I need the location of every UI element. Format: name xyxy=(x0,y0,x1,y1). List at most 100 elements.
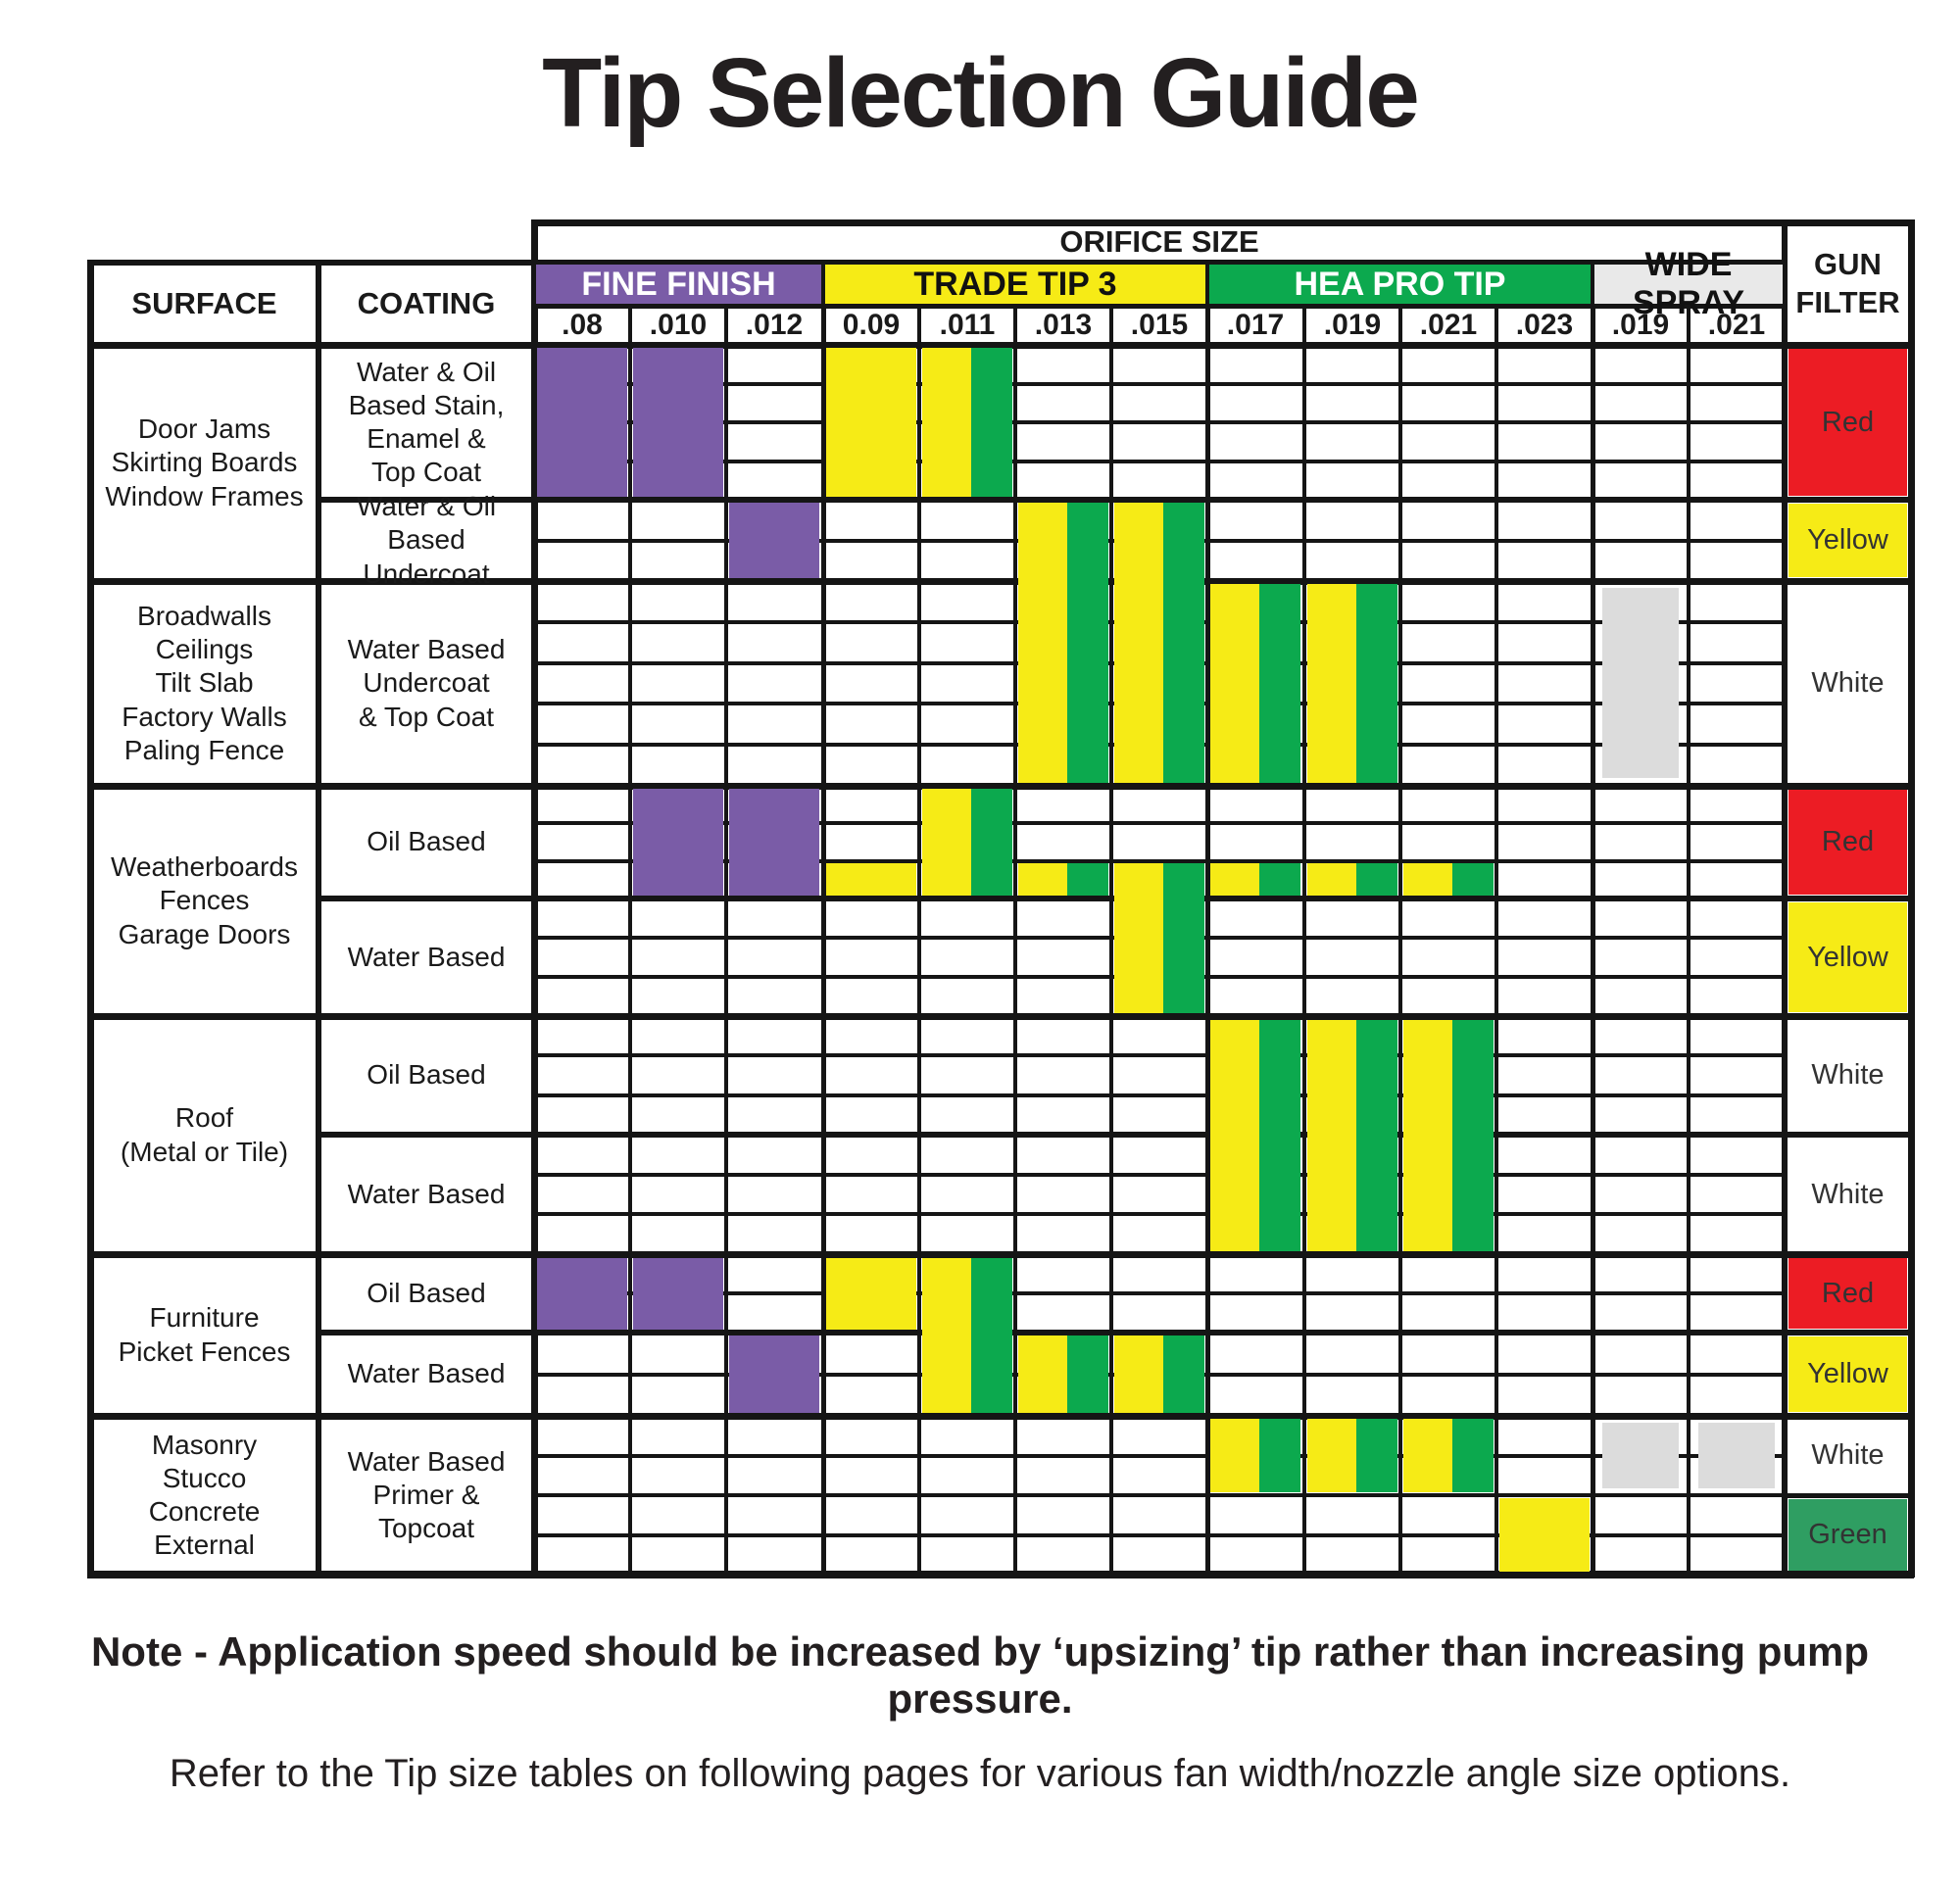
grid-vline xyxy=(316,260,321,1578)
tip-block-pair-yellow xyxy=(1403,1020,1452,1251)
surface-label-line: Picket Fences xyxy=(118,1336,291,1367)
grid-vline xyxy=(1590,260,1595,1578)
tip-block-gray xyxy=(1698,1423,1775,1488)
tip-block-pair-yellow xyxy=(1210,1419,1259,1492)
footer-note: Note - Application speed should be incre… xyxy=(90,1628,1870,1722)
tip-block-pair-green xyxy=(1067,863,1108,896)
grid-vline xyxy=(1302,303,1306,1578)
surface-label-line: Factory Walls xyxy=(122,701,287,732)
gun-filter-cell-yellow: Yellow xyxy=(1788,902,1907,1012)
tip-block-pair-green xyxy=(1259,1020,1300,1251)
gun-filter-cell-white: White xyxy=(1788,1020,1907,1131)
header-size-.015: .015 xyxy=(1130,309,1189,341)
surface-group-weatherboards: Weatherboards Fences Garage Doors xyxy=(96,790,313,1012)
surface-label-line: (Metal or Tile) xyxy=(120,1136,289,1167)
header-size-.019: .019 xyxy=(1323,309,1382,341)
coating-label-line: Based Undercoat xyxy=(363,524,490,589)
grid-hline xyxy=(316,497,1914,503)
surface-label-line: Stucco xyxy=(162,1462,247,1493)
coating-label-9: Water Based Primer & Topcoat xyxy=(324,1420,528,1571)
tip-block-gray xyxy=(1602,588,1679,778)
coating-label-8: Water Based xyxy=(324,1336,528,1412)
grid-hline xyxy=(87,1571,1914,1578)
tip-block-pair-yellow xyxy=(1307,863,1356,896)
header-gun-filter-line: FILTER xyxy=(1795,284,1900,319)
tip-block-pair-green xyxy=(1356,863,1397,896)
tip-block-pair-green xyxy=(1163,1336,1204,1413)
tip-block-pair-green xyxy=(1259,584,1300,783)
coating-label-6: Water Based xyxy=(324,1139,528,1250)
grid-hline xyxy=(87,341,1914,349)
footer-refer: Refer to the Tip size tables on followin… xyxy=(169,1752,1791,1795)
tip-block-purple xyxy=(729,789,819,896)
surface-label-line: Door Jams xyxy=(137,413,271,445)
coating-label-5: Oil Based xyxy=(324,1020,528,1131)
coating-label-line: Oil Based xyxy=(367,826,486,857)
tip-block-purple xyxy=(537,1258,627,1330)
tip-block-pair-yellow xyxy=(922,789,971,896)
tip-block-pair-yellow xyxy=(1018,863,1067,896)
header-group-fine-finish: FINE FINISH xyxy=(536,265,821,304)
coating-label-line: Oil Based xyxy=(367,1059,486,1091)
coating-label-line: Water Based xyxy=(347,634,506,665)
coating-label-line: Water Based xyxy=(347,1445,506,1477)
coating-label-line: Water Based xyxy=(347,1358,506,1389)
coating-label-2: Water Based Undercoat & Top Coat xyxy=(324,585,528,782)
grid-vline xyxy=(1494,303,1498,1578)
coating-label-line: Oil Based xyxy=(367,1277,486,1308)
header-size-.017: .017 xyxy=(1226,309,1285,341)
header-size-.013: .013 xyxy=(1034,309,1093,341)
grid-hline xyxy=(531,1053,1788,1057)
tip-block-pair-yellow xyxy=(1210,584,1259,783)
grid-hline xyxy=(87,782,1914,790)
grid-hline xyxy=(531,821,1788,825)
tip-block-pair-green xyxy=(1067,1336,1108,1413)
header-group-hea-pro-tip: HEA PRO TIP xyxy=(1209,265,1591,304)
surface-group-door-jams: Door Jams Skirting Boards Window Frames xyxy=(96,349,313,577)
grid-hline xyxy=(531,1291,1788,1295)
tip-block-pair-green xyxy=(1163,863,1204,1013)
surface-label-line: Furniture xyxy=(149,1302,260,1334)
gun-filter-cell-yellow: Yellow xyxy=(1788,504,1907,577)
tip-block-pair-yellow xyxy=(1307,584,1356,783)
grid-hline xyxy=(87,1250,1914,1258)
grid-hline xyxy=(87,1012,1914,1020)
header-size-.012: .012 xyxy=(745,309,804,341)
grid-hline xyxy=(316,1132,1914,1138)
header-size-.021: .021 xyxy=(1419,309,1478,341)
coating-label-1: Water & Oil Based Undercoat xyxy=(324,491,528,588)
grid-hline xyxy=(531,1493,1788,1497)
grid-vline xyxy=(1398,303,1402,1578)
tip-block-yellow xyxy=(1499,1498,1590,1572)
grid-hline xyxy=(531,859,1788,863)
coating-label-line: Enamel & xyxy=(367,423,486,454)
header-size-.010: .010 xyxy=(649,309,708,341)
tip-block-pair-yellow xyxy=(1307,1020,1356,1251)
tip-block-pair-green xyxy=(971,348,1012,497)
header-size-.021: .021 xyxy=(1707,309,1766,341)
tip-block-yellow xyxy=(826,1258,916,1330)
tip-block-pair-yellow xyxy=(1210,863,1259,896)
grid-hline xyxy=(531,1093,1788,1097)
header-size-.019: .019 xyxy=(1611,309,1670,341)
tip-block-purple xyxy=(633,1258,723,1330)
grid-vline xyxy=(917,303,921,1578)
header-coating: COATING xyxy=(357,285,496,320)
grid-hline xyxy=(531,460,1788,463)
tip-block-pair-yellow xyxy=(1114,863,1163,1013)
coating-label-line: Water & Oil xyxy=(356,356,497,387)
surface-label-line: Masonry xyxy=(151,1429,258,1460)
tip-block-pair-yellow xyxy=(922,1258,971,1413)
gun-filter-cell-red: Red xyxy=(1788,349,1907,496)
tip-block-purple xyxy=(729,503,819,578)
surface-group-broadwalls: Broadwalls Ceilings Tilt Slab Factory Walls… xyxy=(96,585,313,782)
coating-label-line: Primer & xyxy=(372,1479,480,1510)
surface-label-line: Paling Fence xyxy=(123,734,285,765)
tip-block-pair-green xyxy=(1163,503,1204,783)
gun-filter-cell-white: White xyxy=(1788,1139,1907,1250)
tip-block-pair-yellow xyxy=(1210,1020,1259,1251)
tip-block-purple xyxy=(537,348,627,497)
grid-hline xyxy=(87,260,1788,266)
grid-hline xyxy=(531,303,1788,309)
grid-vline xyxy=(1109,303,1113,1578)
